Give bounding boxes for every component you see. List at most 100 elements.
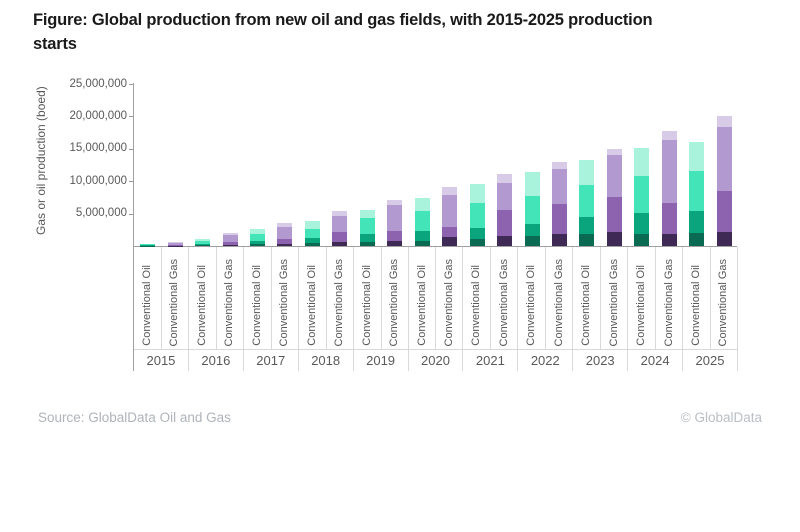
x-axis-year-label: 2018	[311, 353, 341, 369]
x-axis-label-gas-2024: Conventional Gas	[655, 247, 682, 350]
x-axis-label-text: Conventional Gas	[607, 258, 620, 347]
bar-gas-2021	[497, 174, 513, 246]
y-axis-tick-label: 20,000,000	[69, 109, 127, 122]
x-axis-series-row: Conventional Oil Conventional Gas	[408, 247, 463, 351]
bar-segment-oil-2	[469, 228, 485, 239]
bar-segment-oil-3	[250, 233, 266, 241]
x-axis-label-text: Conventional Gas	[333, 258, 346, 347]
bar-segment-gas-3	[167, 243, 183, 245]
x-axis-series-row: Conventional Oil Conventional Gas	[243, 247, 298, 351]
bar-oil-2016	[195, 238, 211, 246]
bar-segment-gas-2	[552, 203, 568, 234]
bar-segment-oil-3	[579, 185, 595, 217]
bar-segment-oil-4	[634, 147, 650, 176]
bar-segment-oil-3	[304, 228, 320, 239]
bar-oil-2022	[524, 172, 540, 246]
bar-cell	[683, 76, 710, 246]
bar-oil-2023	[579, 159, 595, 246]
x-axis-label-text: Conventional Gas	[388, 258, 401, 347]
x-axis-label-oil-2023: Conventional Oil	[573, 247, 600, 349]
y-axis-tick-mark	[129, 84, 133, 85]
bar-segment-gas-3	[497, 182, 513, 211]
bar-segment-gas-2	[442, 227, 458, 237]
bar-segment-gas-2	[716, 190, 732, 232]
bar-segment-oil-2	[359, 234, 375, 243]
bar-segment-oil-3	[195, 240, 211, 244]
bar-cell	[299, 76, 326, 246]
bar-group-2021	[463, 76, 518, 246]
bar-segment-oil-1	[195, 245, 211, 246]
bar-segment-gas-2	[167, 244, 183, 246]
bar-segment-gas-4	[716, 115, 732, 128]
bar-segment-oil-2	[195, 243, 211, 246]
x-axis-label-oil-2022: Conventional Oil	[518, 247, 545, 349]
bar-segment-gas-1	[277, 244, 293, 246]
bar-oil-2019	[359, 209, 375, 246]
bar-oil-2021	[469, 184, 485, 246]
bar-segment-oil-3	[140, 244, 156, 246]
bar-segment-gas-3	[442, 194, 458, 228]
x-axis-label-oil-2024: Conventional Oil	[628, 247, 655, 349]
x-axis-label-text: Conventional Gas	[552, 258, 565, 347]
x-axis-series-row: Conventional Oil Conventional Gas	[134, 247, 188, 351]
y-axis-tick-mark	[129, 116, 133, 118]
bar-segment-oil-4	[689, 141, 705, 171]
x-axis-series-row: Conventional Oil Conventional Gas	[573, 247, 628, 351]
x-axis-label-gas-2021: Conventional Gas	[490, 247, 517, 350]
bar-cell	[546, 76, 573, 246]
x-axis-label-text: Conventional Oil	[525, 265, 538, 347]
bar-cell	[381, 76, 408, 246]
x-axis-label-text: Conventional Gas	[168, 258, 181, 347]
x-axis-series-row: Conventional Oil Conventional Gas	[518, 247, 573, 351]
x-axis-label-oil-2018: Conventional Oil	[299, 247, 326, 349]
bar-segment-oil-2	[304, 238, 320, 244]
bar-segment-gas-2	[277, 238, 293, 245]
x-axis-label-text: Conventional Oil	[360, 265, 373, 347]
x-axis-label-gas-2022: Conventional Gas	[545, 247, 572, 350]
bar-segment-gas-1	[716, 231, 732, 246]
x-axis-group-2018: Conventional Oil Conventional Gas 2018	[298, 247, 354, 371]
source-note: Source: GlobalData Oil and Gas	[38, 410, 231, 425]
x-axis-label-text: Conventional Oil	[195, 265, 208, 347]
bar-cell	[463, 76, 490, 246]
x-axis-label-text: Conventional Gas	[497, 258, 510, 347]
bar-segment-oil-4	[304, 220, 320, 229]
bar-segment-gas-1	[332, 242, 348, 246]
bar-segment-oil-3	[689, 170, 705, 212]
bar-segment-gas-3	[606, 154, 622, 198]
x-axis-label-gas-2019: Conventional Gas	[380, 247, 408, 350]
bar-segment-gas-3	[716, 127, 732, 191]
x-axis-labels: Conventional Oil Conventional Gas 2015 Conv…	[134, 247, 738, 371]
bar-group-2015	[134, 76, 189, 246]
y-axis-tick-mark	[129, 181, 133, 183]
x-axis-group-2019: Conventional Oil Conventional Gas 2019	[353, 247, 409, 371]
bar-cell	[656, 76, 683, 246]
x-axis-label-text: Conventional Oil	[470, 265, 483, 347]
x-axis-group-2025: Conventional Oil Conventional Gas 2025	[683, 247, 738, 371]
bar-cell	[244, 76, 271, 246]
copyright-note: © GlobalData	[680, 410, 762, 425]
bar-cell	[711, 76, 738, 246]
bar-segment-gas-4	[167, 242, 183, 244]
bar-cell	[216, 76, 243, 246]
bar-segment-gas-2	[387, 230, 403, 241]
bar-segment-gas-1	[606, 231, 622, 246]
bar-cell	[161, 76, 188, 246]
y-axis-tick-label: 10,000,000	[69, 174, 127, 187]
bar-segment-gas-4	[332, 211, 348, 216]
bar-segment-gas-4	[552, 161, 568, 169]
bar-gas-2017	[277, 222, 293, 246]
plot-area	[134, 76, 738, 246]
x-axis-group-2020: Conventional Oil Conventional Gas 2020	[408, 247, 464, 371]
bar-cell	[601, 76, 628, 246]
x-axis-series-row: Conventional Oil Conventional Gas	[188, 247, 243, 351]
bar-segment-oil-4	[469, 184, 485, 204]
bar-cell	[518, 76, 545, 246]
bar-segment-oil-3	[469, 203, 485, 229]
x-axis-label-text: Conventional Oil	[580, 265, 593, 347]
bar-segment-oil-4	[414, 198, 430, 212]
bar-segment-gas-4	[442, 187, 458, 195]
bar-segment-gas-3	[277, 226, 293, 239]
bar-gas-2024	[661, 130, 677, 246]
x-axis-year-label: 2023	[585, 353, 615, 369]
